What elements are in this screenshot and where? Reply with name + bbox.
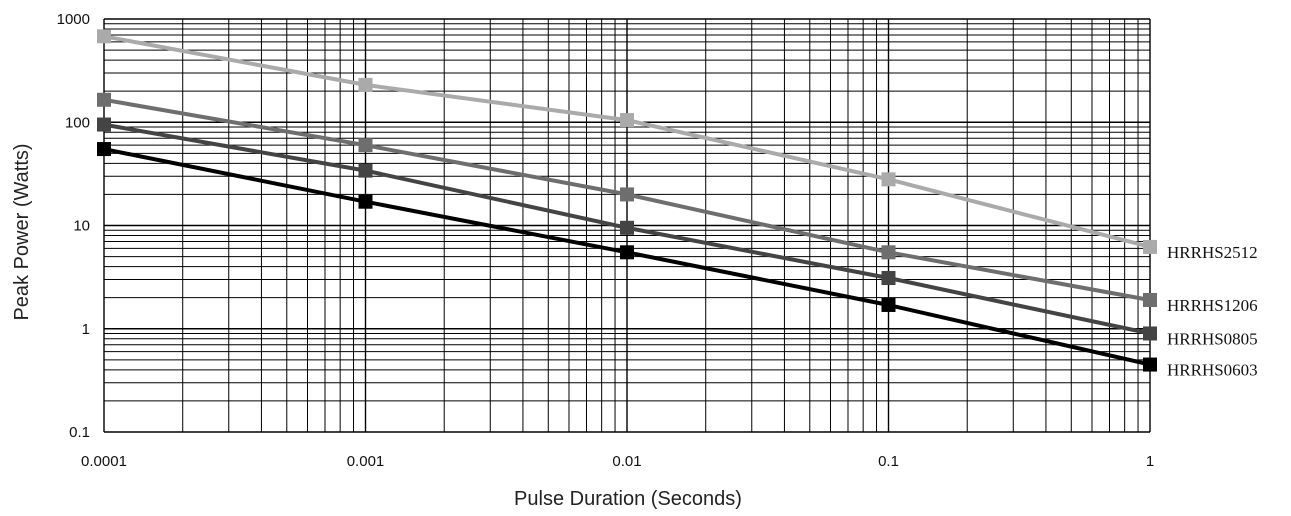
y-tick-label: 1000 xyxy=(57,11,90,28)
series-label-hrrhs0603: HRRHS0603 xyxy=(1167,361,1258,380)
y-tick-label: 100 xyxy=(65,114,90,131)
data-point-hrrhs1206 xyxy=(97,92,111,107)
x-axis-label: Pulse Duration (Seconds) xyxy=(514,488,742,510)
series-label-hrrhs1206: HRRHS1206 xyxy=(1167,296,1258,315)
data-point-hrrhs2512 xyxy=(1143,239,1157,254)
data-point-hrrhs1206 xyxy=(358,138,373,153)
x-tick-label: 0.1 xyxy=(878,453,899,470)
x-tick-label: 0.01 xyxy=(612,453,641,470)
y-tick-labels: 0.1 1 10 100 1000 xyxy=(57,11,90,441)
data-point-hrrhs0805 xyxy=(881,271,896,286)
data-point-hrrhs2512 xyxy=(620,113,634,128)
y-axis-label: Peak Power (Watts) xyxy=(11,143,33,320)
y-tick-label: 0.1 xyxy=(69,424,90,441)
series-label-hrrhs0805: HRRHS0805 xyxy=(1167,329,1258,348)
data-point-hrrhs0603 xyxy=(620,245,634,260)
data-point-hrrhs0805 xyxy=(358,163,373,178)
x-tick-label: 0.0001 xyxy=(81,453,127,470)
markers xyxy=(97,29,1157,372)
y-tick-label: 10 xyxy=(73,218,90,235)
data-point-hrrhs2512 xyxy=(358,77,373,92)
data-point-hrrhs2512 xyxy=(97,29,111,44)
data-point-hrrhs0805 xyxy=(1143,326,1157,341)
x-tick-label: 1 xyxy=(1146,453,1154,470)
x-tick-labels: 0.0001 0.001 0.01 0.1 1 xyxy=(81,453,1154,470)
data-point-hrrhs0603 xyxy=(97,142,111,157)
series-label-hrrhs2512: HRRHS2512 xyxy=(1167,243,1258,262)
data-point-hrrhs1206 xyxy=(620,187,634,202)
series-labels: HRRHS2512 HRRHS1206 HRRHS0805 HRRHS0603 xyxy=(1167,243,1258,380)
data-point-hrrhs0805 xyxy=(620,220,634,235)
data-point-hrrhs1206 xyxy=(1143,292,1157,307)
x-tick-label: 0.001 xyxy=(347,453,385,470)
data-point-hrrhs2512 xyxy=(881,172,896,187)
data-point-hrrhs1206 xyxy=(881,245,896,260)
y-tick-label: 1 xyxy=(82,321,90,338)
data-point-hrrhs0603 xyxy=(1143,357,1157,372)
data-point-hrrhs0603 xyxy=(881,297,896,312)
data-point-hrrhs0603 xyxy=(358,194,373,209)
data-point-hrrhs0805 xyxy=(97,117,111,132)
